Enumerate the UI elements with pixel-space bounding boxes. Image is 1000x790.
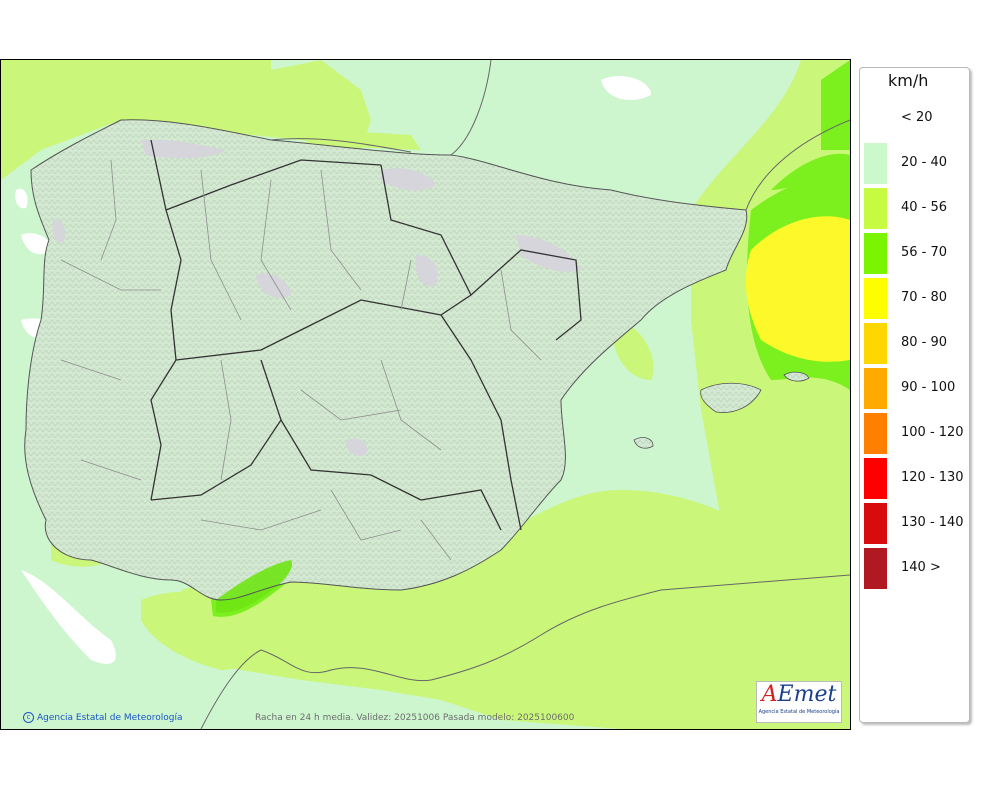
legend-swatch: [864, 278, 887, 319]
legend-item: 56 - 70: [864, 233, 968, 274]
legend-item: < 20: [864, 98, 968, 139]
legend-label: 20 - 40: [901, 155, 948, 170]
legend-item: 80 - 90: [864, 323, 968, 364]
legend-swatch: [864, 368, 887, 409]
legend-swatch: [864, 143, 887, 184]
coast-france: [270, 60, 850, 211]
legend-swatch: [864, 233, 887, 274]
field-56-70-northeast-top: [821, 60, 850, 150]
field-40-56-cantabrian: [301, 130, 421, 150]
legend-item: 100 - 120: [864, 413, 968, 454]
legend-panel: km/h < 20 20 - 40 40 - 56 56 - 70 70 - 80 80 …: [859, 67, 970, 723]
legend-swatch: [864, 188, 887, 229]
legend-item: 130 - 140: [864, 503, 968, 544]
legend-label: 130 - 140: [901, 515, 964, 530]
sistema-central: [256, 273, 291, 298]
legend-label: 56 - 70: [901, 245, 948, 260]
aemet-logo-word: AEmet: [761, 682, 837, 707]
legend-swatch: [864, 458, 887, 499]
legend-label: 120 - 130: [901, 470, 964, 485]
map-caption: Racha en 24 h media. Validez: 20251006 P…: [255, 713, 575, 723]
field-under-20-1: [601, 75, 651, 100]
legend-label: 70 - 80: [901, 290, 948, 305]
legend-item: 20 - 40: [864, 143, 968, 184]
community-borders: [150, 139, 582, 531]
picos-de-europa: [141, 139, 226, 159]
field-56-70-gulf-lion: [771, 153, 850, 190]
province-borders: [60, 159, 542, 561]
legend-label: 80 - 90: [901, 335, 948, 350]
legend-label: 40 - 56: [901, 200, 948, 215]
field-70-80-balearic-sea: [745, 216, 850, 362]
aemet-logo-subtitle: Agencia Estatal de Meteorología: [758, 709, 840, 715]
legend-swatch: [864, 413, 887, 454]
legend-item: 40 - 56: [864, 188, 968, 229]
sierra-nevada: [346, 438, 368, 456]
aemet-logo: AEmet Agencia Estatal de Meteorología: [756, 681, 842, 723]
field-40-56-south-sea: [181, 490, 850, 729]
peninsula-coastline: [24, 119, 748, 601]
galicia-peak: [52, 219, 66, 243]
legend-swatch: [864, 548, 887, 589]
copyright-credit: c Agencia Estatal de Meteorología: [23, 712, 183, 723]
legend-swatch: [864, 98, 887, 139]
legend-label: < 20: [901, 110, 933, 125]
legend-item: 70 - 80: [864, 278, 968, 319]
pyrenees-central: [516, 235, 581, 272]
field-40-56-north-atlantic: [1, 60, 371, 180]
field-under-20-3: [21, 570, 116, 664]
legend-swatch: [864, 503, 887, 544]
legend-label: 100 - 120: [901, 425, 964, 440]
legend-item: 140 >: [864, 548, 968, 589]
sistema-iberico: [415, 255, 438, 287]
field-under-20-4: [21, 233, 51, 255]
legend-label: 140 >: [901, 560, 941, 575]
legend-item: 90 - 100: [864, 368, 968, 409]
legend-label: 90 - 100: [901, 380, 956, 395]
field-56-70-coast: [216, 560, 292, 613]
legend-item: 120 - 130: [864, 458, 968, 499]
wind-gust-map: c Agencia Estatal de Meteorología Racha …: [0, 59, 851, 730]
copyright-icon: c: [23, 712, 34, 723]
map-canvas: [1, 60, 850, 729]
pyrenees-west: [381, 168, 436, 191]
island-mallorca: [700, 382, 762, 413]
island-menorca: [783, 371, 810, 382]
island-ibiza: [633, 437, 654, 449]
legend-swatch: [864, 323, 887, 364]
credit-text: Agencia Estatal de Meteorología: [37, 712, 183, 723]
legend-unit: km/h: [888, 71, 929, 90]
field-under-20-5: [15, 188, 28, 209]
coast-north-africa: [200, 574, 850, 729]
iberian-peninsula: [24, 119, 747, 601]
